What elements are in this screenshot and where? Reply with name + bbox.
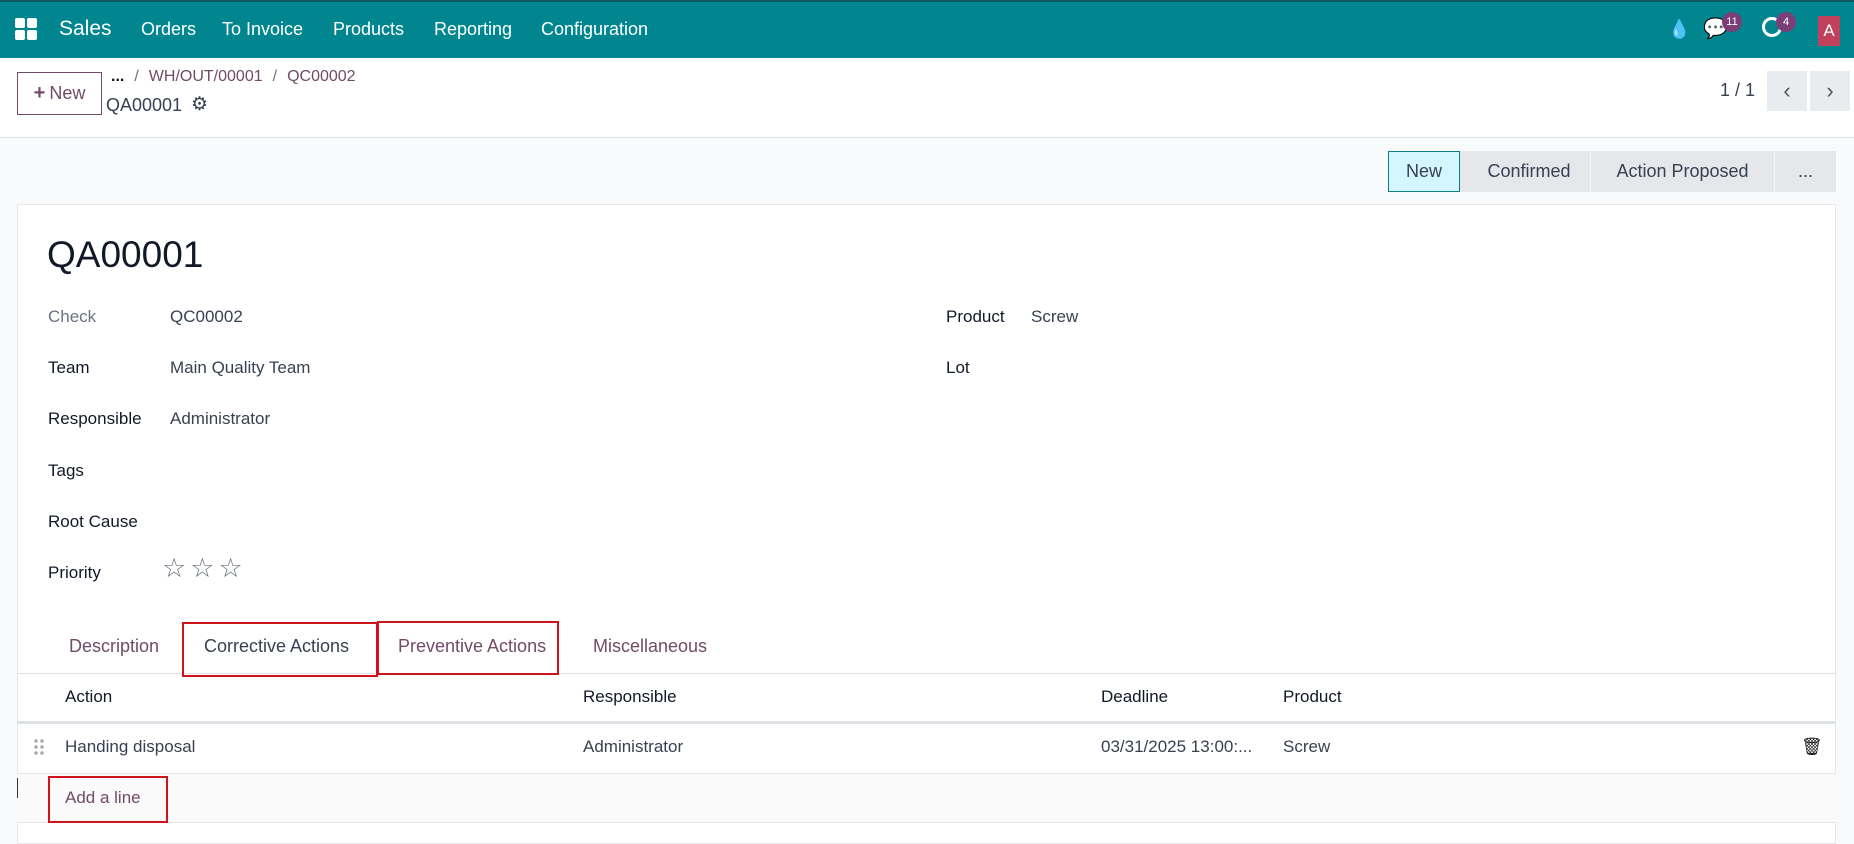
breadcrumb-check[interactable]: QC00002	[287, 68, 356, 85]
field-label-responsible: Responsible	[48, 409, 142, 428]
stage-label: New	[1405, 161, 1442, 181]
table-row[interactable]: Handing disposal Administrator 03/31/202…	[17, 724, 1836, 774]
breadcrumb: ... / WH/OUT/00001 / QC00002	[111, 68, 356, 86]
field-label-tags: Tags	[48, 461, 84, 480]
avatar[interactable]: A	[1818, 16, 1840, 46]
field-input-lot[interactable]	[1031, 352, 1731, 382]
tab-description[interactable]: Description	[69, 636, 160, 656]
gear-icon[interactable]: ⚙	[191, 94, 209, 115]
add-line-button[interactable]: Add a line	[65, 788, 141, 807]
pager-value[interactable]: 1 / 1	[1720, 80, 1756, 100]
messages-badge: 11	[1722, 12, 1742, 32]
trash-icon[interactable]: 🗑	[1801, 737, 1823, 756]
field-label-check: Check	[48, 307, 97, 326]
stage-confirmed[interactable]: Confirmed	[1460, 151, 1590, 192]
stage-label: Action Proposed	[1616, 161, 1749, 181]
plus-icon: +	[33, 82, 46, 104]
stage-label: Confirmed	[1487, 161, 1571, 181]
stage-more[interactable]: ...	[1774, 151, 1836, 192]
pager-previous-button[interactable]: ‹	[1767, 71, 1807, 111]
text-cursor	[17, 778, 18, 798]
cell-action[interactable]: Handing disposal	[65, 737, 196, 756]
field-label-team: Team	[48, 358, 90, 377]
menu-configuration[interactable]: Configuration	[541, 19, 649, 39]
field-label-priority: Priority	[48, 563, 101, 582]
new-button[interactable]: + New	[17, 72, 102, 115]
cell-product[interactable]: Screw	[1283, 737, 1331, 756]
field-value-team[interactable]: Main Quality Team	[170, 358, 311, 377]
pager-next-button[interactable]: ›	[1810, 71, 1850, 111]
cell-deadline[interactable]: 03/31/2025 13:00:...	[1101, 737, 1253, 756]
star-icon[interactable]: ☆	[190, 553, 215, 583]
star-icon[interactable]: ☆	[218, 553, 243, 583]
column-header-responsible[interactable]: Responsible	[583, 687, 677, 706]
field-value-check[interactable]: QC00002	[170, 307, 243, 326]
cell-responsible[interactable]: Administrator	[583, 737, 684, 756]
add-line-highlight	[48, 776, 168, 823]
field-value-responsible[interactable]: Administrator	[170, 409, 271, 428]
breadcrumb-delivery[interactable]: WH/OUT/00001	[148, 68, 263, 85]
stage-new[interactable]: New	[1388, 151, 1460, 192]
messages-icon[interactable]: 💬	[1703, 18, 1728, 40]
field-input-tags[interactable]	[170, 455, 870, 485]
add-line-row	[17, 774, 1836, 823]
tab-preventive-actions-highlight	[377, 621, 559, 675]
star-icon[interactable]: ☆	[162, 553, 187, 583]
control-panel: + New ... / WH/OUT/00001 / QC00002 QA000…	[0, 58, 1854, 138]
field-value-product[interactable]: Screw	[1031, 307, 1079, 326]
app-name[interactable]: Sales	[59, 17, 112, 40]
app-menu-icon[interactable]	[15, 18, 37, 40]
record-title: QA00001	[47, 234, 204, 275]
tab-preventive-actions[interactable]: Preventive Actions	[398, 636, 547, 656]
top-navbar: Sales Orders To Invoice Products Reporti…	[0, 0, 1854, 58]
activities-badge: 4	[1776, 12, 1796, 32]
column-header-action[interactable]: Action	[65, 687, 113, 706]
breadcrumb-more[interactable]: ...	[111, 68, 125, 85]
menu-to-invoice[interactable]: To Invoice	[222, 19, 304, 39]
stage-action-proposed[interactable]: Action Proposed	[1590, 151, 1774, 192]
menu-orders[interactable]: Orders	[141, 19, 197, 39]
breadcrumb-separator: /	[134, 68, 139, 85]
tabs-divider	[17, 673, 1836, 674]
tab-corrective-actions[interactable]: Corrective Actions	[204, 636, 350, 656]
column-header-deadline[interactable]: Deadline	[1101, 687, 1169, 706]
field-label-product: Product	[946, 307, 1005, 326]
field-label-lot: Lot	[946, 358, 970, 377]
stage-label: ...	[1797, 161, 1813, 181]
header-divider	[17, 721, 1836, 724]
current-record: QA00001	[106, 95, 183, 115]
menu-products[interactable]: Products	[333, 19, 405, 39]
field-input-root-cause[interactable]	[170, 506, 870, 536]
droplet-icon[interactable]: 💧	[1668, 19, 1691, 39]
field-label-root-cause: Root Cause	[48, 512, 138, 531]
new-label: New	[49, 83, 86, 103]
form-sheet	[17, 204, 1836, 844]
drag-handle-icon[interactable]	[33, 738, 45, 756]
menu-reporting[interactable]: Reporting	[434, 19, 513, 39]
statusbar: New Confirmed Action Proposed ...	[1388, 151, 1836, 192]
priority-stars: ☆ ☆ ☆	[162, 553, 243, 584]
tab-miscellaneous[interactable]: Miscellaneous	[593, 636, 708, 656]
breadcrumb-separator: /	[272, 68, 278, 85]
column-header-product[interactable]: Product	[1283, 687, 1342, 706]
